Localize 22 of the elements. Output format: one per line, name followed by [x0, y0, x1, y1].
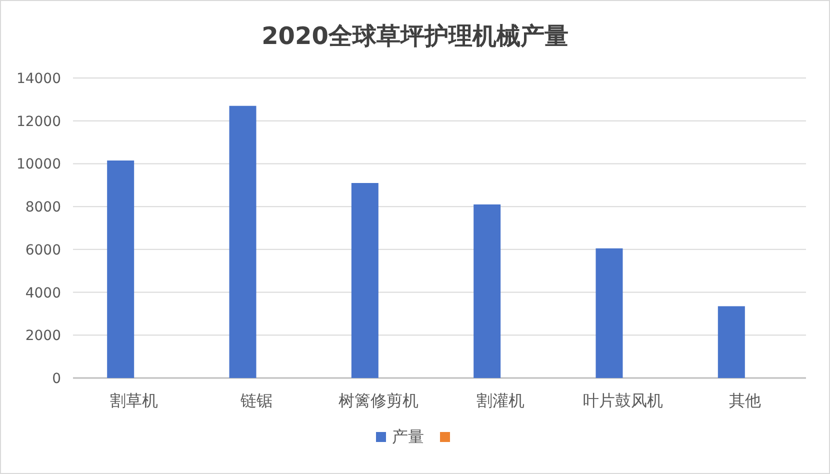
bar	[351, 183, 378, 378]
bar	[474, 204, 501, 378]
x-tick-label: 割草机	[110, 391, 158, 410]
legend-label: 产量	[392, 427, 424, 446]
y-tick-label: 12000	[16, 114, 61, 130]
bar	[718, 306, 745, 378]
x-tick-label: 割灌机	[476, 391, 525, 410]
bar	[596, 248, 623, 378]
y-tick-label: 6000	[25, 242, 61, 258]
y-tick-label: 0	[52, 371, 61, 387]
y-tick-label: 4000	[25, 285, 61, 302]
x-tick-label: 链锯	[239, 391, 272, 410]
chart-title: 2020全球草坪护理机械产量	[262, 22, 568, 50]
bar	[107, 160, 134, 378]
x-tick-label: 叶片鼓风机	[582, 391, 663, 410]
y-tick-label: 8000	[25, 200, 61, 216]
y-tick-label: 10000	[16, 156, 61, 173]
y-tick-label: 14000	[16, 71, 61, 87]
x-tick-label: 其他	[728, 391, 761, 410]
y-tick-label: 2000	[25, 328, 61, 344]
bar	[229, 106, 256, 378]
x-tick-label: 树篱修剪机	[338, 391, 418, 410]
